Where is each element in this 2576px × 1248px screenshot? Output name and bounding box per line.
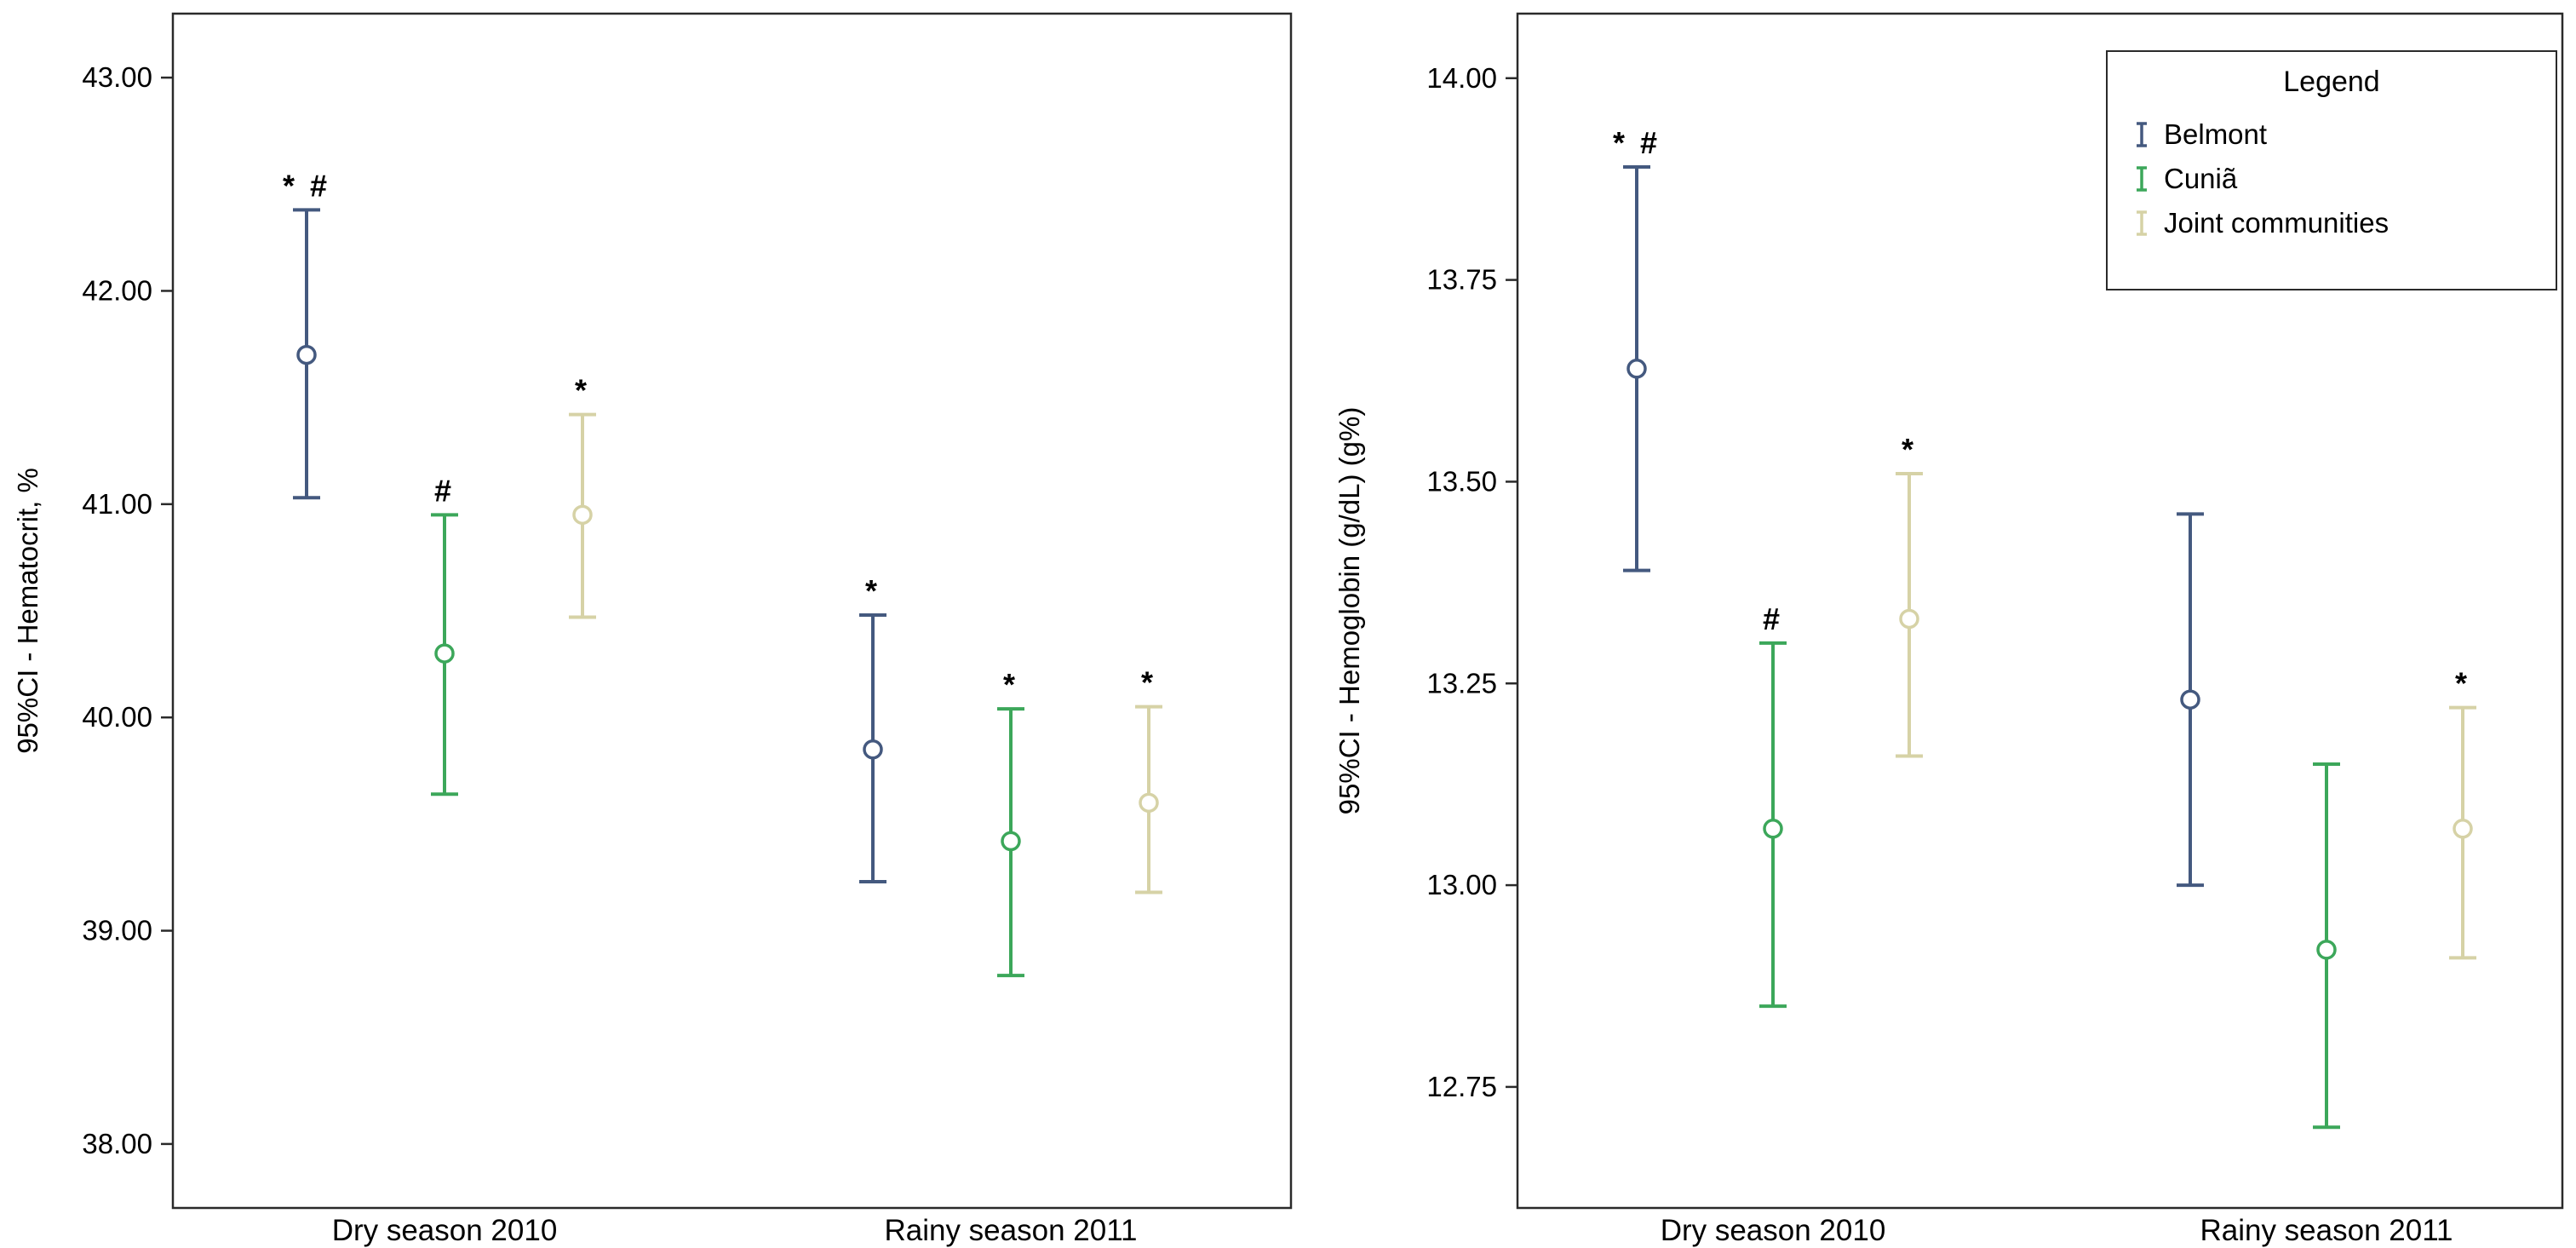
y-tick-label: 43.00: [82, 61, 152, 93]
errorbar-belmont-rainy-2011: *: [859, 573, 886, 883]
errorbar-joint-communities-rainy-2011: *: [1135, 665, 1162, 894]
errorbar-belmont-rainy-2011: [2177, 512, 2204, 888]
y-tick-label: 12.75: [1426, 1071, 1497, 1102]
errorbar-joint-communities-dry-2010: *: [569, 373, 596, 619]
errorbar-icon: [2137, 210, 2147, 236]
mean-marker: [572, 504, 593, 526]
legend-entry-cunia: Cuniã: [2108, 157, 2556, 201]
errorbar-belmont-dry-2010: * #: [1613, 125, 1661, 572]
mean-marker: [2453, 819, 2473, 839]
mean-marker: [296, 344, 317, 365]
significance-annotation: #: [1763, 601, 1783, 636]
x-category-label: Rainy season 2011: [2200, 1214, 2453, 1247]
y-tick-label: 13.50: [1426, 465, 1497, 497]
significance-annotation: #: [434, 473, 455, 508]
plot-border: [1516, 12, 2564, 1210]
legend-entry-belmont: Belmont: [2108, 112, 2556, 157]
y-tick-label: 42.00: [82, 274, 152, 306]
y-tick-label: 14.00: [1426, 62, 1497, 94]
significance-annotation: *: [1902, 432, 1917, 467]
mean-marker: [1139, 792, 1159, 814]
y-tick-label: 41.00: [82, 488, 152, 520]
legend: Legend Belmont Cuniã Joint comm: [2106, 50, 2557, 290]
significance-annotation: *: [1003, 667, 1018, 702]
mean-marker: [434, 643, 455, 664]
x-category-label: Dry season 2010: [1661, 1214, 1886, 1247]
legend-entry-label: Belmont: [2164, 118, 2268, 150]
mean-marker: [1626, 359, 1647, 379]
mean-marker: [2316, 940, 2337, 960]
errorbar-icon: [2137, 122, 2147, 147]
errorbar-icon: [2137, 166, 2147, 192]
legend-entry-label: Cuniã: [2164, 163, 2238, 194]
errorbar-joint-communities-dry-2010: *: [1896, 432, 1923, 758]
plot-border: [171, 12, 1293, 1210]
significance-annotation: *: [575, 373, 590, 408]
y-tick-label: 38.00: [82, 1128, 152, 1159]
y-tick-label: 40.00: [82, 701, 152, 733]
y-tick-label: 13.75: [1426, 264, 1497, 296]
y-tick-label: 13.00: [1426, 869, 1497, 900]
legend-entry-label: Joint communities: [2164, 207, 2390, 239]
y-axis-title: 95%CI - Hemoglobin (g/dL) (g%): [1334, 407, 1365, 815]
legend-title: Legend: [2283, 66, 2380, 98]
y-axis-title: 95%CI - Hematocrit, %: [12, 468, 43, 754]
legend-entry-joint-communities: Joint communities: [2108, 201, 2556, 245]
errorbar-cuni--dry-2010: #: [431, 473, 458, 797]
significance-annotation: *: [2455, 666, 2470, 701]
significance-annotation: *: [1141, 665, 1156, 700]
mean-marker: [1763, 819, 1783, 839]
errorbar-cuni--rainy-2011: *: [997, 667, 1024, 978]
errorbar-cuni--dry-2010: #: [1759, 601, 1787, 1009]
mean-marker: [1001, 831, 1021, 852]
errorbar-joint-communities-rainy-2011: *: [2449, 666, 2476, 960]
significance-annotation: * #: [283, 168, 330, 203]
x-category-label: Dry season 2010: [332, 1214, 558, 1247]
mean-marker: [2180, 689, 2200, 710]
significance-annotation: *: [865, 573, 881, 608]
hematocrit-chart: 38.00 39.00 40.00 41.00 42.00 43.00 Dry season…: [12, 12, 1293, 1247]
y-tick-label: 39.00: [82, 915, 152, 946]
x-category-label: Rainy season 2011: [884, 1214, 1137, 1247]
mean-marker: [863, 739, 883, 760]
errorbar-belmont-dry-2010: * #: [283, 168, 330, 500]
y-tick-label: 13.25: [1426, 667, 1497, 699]
errorbar-cuni--rainy-2011: [2313, 762, 2340, 1130]
mean-marker: [1899, 608, 1919, 630]
hemoglobin-chart: 12.75 13.00 13.25 13.50 13.75 14.00 Dry season…: [1334, 12, 2564, 1247]
significance-annotation: * #: [1613, 125, 1661, 160]
